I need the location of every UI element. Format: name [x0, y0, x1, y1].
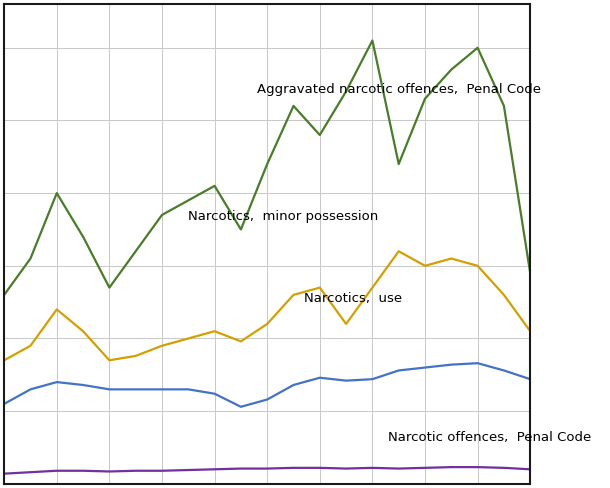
Text: Aggravated narcotic offences,  Penal Code: Aggravated narcotic offences, Penal Code	[257, 83, 540, 96]
Text: Narcotic offences,  Penal Code: Narcotic offences, Penal Code	[388, 431, 592, 444]
Text: Narcotics,  minor possession: Narcotics, minor possession	[188, 210, 379, 223]
Text: Narcotics,  use: Narcotics, use	[304, 291, 402, 305]
